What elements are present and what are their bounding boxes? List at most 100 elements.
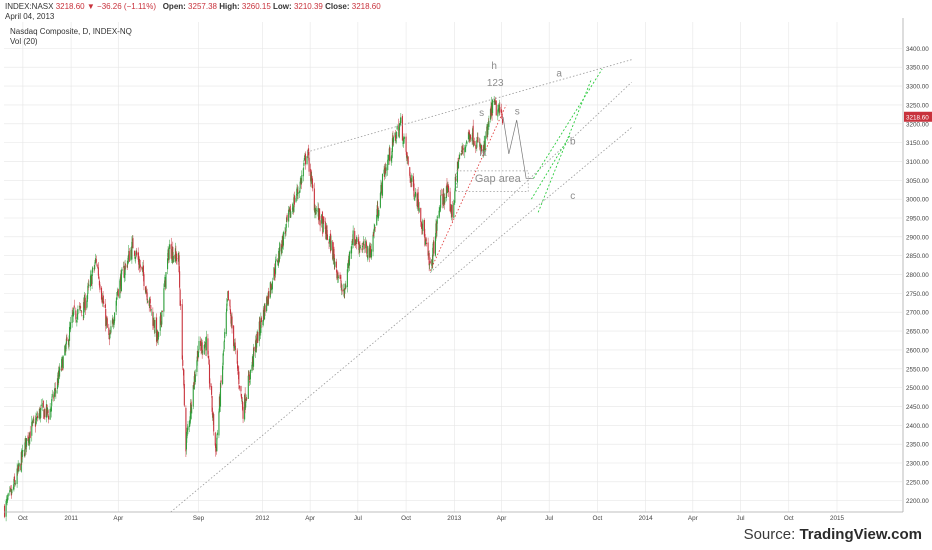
candle-body xyxy=(286,215,288,221)
candle-body xyxy=(175,251,177,255)
chart-grid xyxy=(4,22,902,512)
candle-body xyxy=(256,343,258,348)
candle-body xyxy=(60,369,62,370)
candle-body xyxy=(40,408,42,418)
candle-body xyxy=(457,160,460,169)
candle-body xyxy=(370,249,373,258)
candle-body xyxy=(297,191,299,195)
candle-body xyxy=(315,208,317,215)
chart-annotations: a h 123 s s lx Gap area b c xyxy=(475,61,576,202)
candle-body xyxy=(456,161,459,183)
y-tick-label: 2800.00 xyxy=(906,272,929,279)
candle-body xyxy=(355,242,357,244)
candle-body xyxy=(219,382,222,407)
y-tick-label: 2450.00 xyxy=(906,404,929,411)
candle-body xyxy=(467,132,470,140)
candle-body xyxy=(340,280,342,288)
candle-body xyxy=(94,260,96,264)
candle-body xyxy=(196,360,198,372)
candle-body xyxy=(304,153,306,165)
candle-body xyxy=(381,173,384,196)
price-axis[interactable]: 2200.00 2250.00 2300.00 2350.00 2400.00 2450.… xyxy=(902,18,932,512)
candle-body xyxy=(429,261,431,264)
candle-body xyxy=(267,292,269,306)
candle-body xyxy=(475,144,477,149)
candle-body xyxy=(497,109,499,117)
candle-body xyxy=(244,393,246,408)
candle-body xyxy=(462,147,464,149)
candle-body xyxy=(330,240,332,251)
candle-body xyxy=(165,272,167,289)
candle-body xyxy=(20,452,22,472)
candle-body xyxy=(409,167,411,176)
candle-body xyxy=(106,318,108,328)
candle-body xyxy=(61,357,63,362)
x-tick-label: 2011 xyxy=(64,515,78,522)
candle-body xyxy=(366,244,368,254)
x-tick-label: Jul xyxy=(737,515,745,522)
candle-body xyxy=(61,358,63,368)
candle-body xyxy=(141,266,143,269)
candle-body xyxy=(214,432,216,446)
candle-body xyxy=(356,237,358,242)
candle-body xyxy=(391,151,393,159)
candle-body xyxy=(247,375,249,399)
candle-body xyxy=(406,151,408,158)
candle-body xyxy=(100,287,103,300)
candle-body xyxy=(174,248,176,262)
candle-body xyxy=(185,407,187,452)
y-tick-label: 3050.00 xyxy=(906,178,929,185)
candle-body xyxy=(235,348,237,350)
candle-body xyxy=(147,301,149,303)
candle-body xyxy=(90,274,92,276)
candle-body xyxy=(204,342,206,344)
candle-body xyxy=(358,244,360,253)
candle-body xyxy=(424,239,427,245)
candle-body xyxy=(395,139,397,143)
y-tick-label: 2350.00 xyxy=(906,442,929,449)
candle-body xyxy=(103,301,105,304)
candle-body xyxy=(326,225,328,236)
annotation-label: h xyxy=(491,61,497,72)
candle-body xyxy=(369,245,371,253)
candle-body xyxy=(436,217,439,218)
symbol-label: INDEX:NASX xyxy=(5,2,54,11)
candle-body xyxy=(438,210,440,219)
candle-body xyxy=(335,261,337,268)
chart-title: Nasdaq Composite, D, INDEX-NQ xyxy=(10,27,132,36)
y-tick-label: 2400.00 xyxy=(906,423,929,430)
candle-body xyxy=(303,157,305,161)
candle-body xyxy=(215,443,217,452)
candle-body xyxy=(89,275,92,287)
candle-body xyxy=(50,407,52,412)
candle-body xyxy=(65,338,67,345)
candle-body xyxy=(274,260,277,274)
candle-body xyxy=(303,162,305,166)
candle-body xyxy=(31,421,33,436)
time-axis[interactable]: Oct 2011 Apr Sep 2012 Apr Jul Oct 2013 Apr Jul Oct 2… xyxy=(4,511,903,522)
y-tick-label: 3100.00 xyxy=(906,159,929,166)
down-arrow-icon: ▼ xyxy=(86,2,95,11)
candle-body xyxy=(500,109,503,114)
candle-body xyxy=(413,198,416,200)
candle-body xyxy=(428,253,430,266)
candle-body xyxy=(9,490,11,493)
candlestick-series xyxy=(3,95,504,522)
candle-body xyxy=(124,265,126,276)
candle-body xyxy=(465,145,467,148)
candle-body xyxy=(55,390,57,394)
candle-body xyxy=(160,314,162,322)
candle-body xyxy=(439,207,441,213)
candle-body xyxy=(295,197,297,202)
trendlines xyxy=(170,59,632,513)
candle-body xyxy=(83,302,85,319)
candle-body xyxy=(238,371,240,385)
candle-body xyxy=(306,154,309,156)
candle-body xyxy=(176,258,178,260)
candle-body xyxy=(99,284,101,290)
y-tick-label: 2550.00 xyxy=(906,366,929,373)
candle-body xyxy=(171,259,173,261)
candle-body xyxy=(181,304,183,360)
candle-body xyxy=(87,283,89,285)
